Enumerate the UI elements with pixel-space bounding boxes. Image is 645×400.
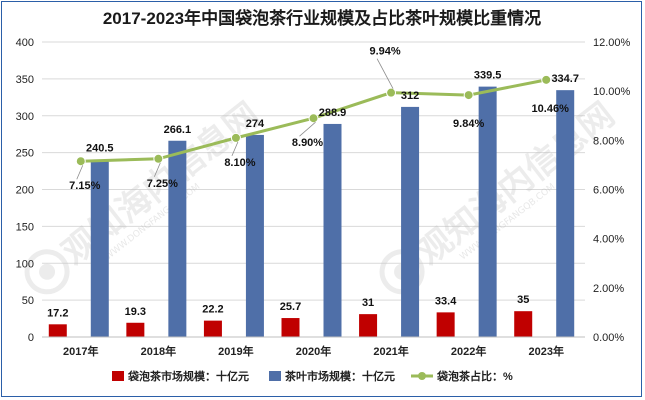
bar-teabag (359, 314, 378, 337)
legend-swatch-marker (418, 372, 426, 380)
y-left-tick-label: 200 (16, 185, 34, 197)
axes: 0 50 100 150 200 250 300 350 400 0.00% 2.00% 4.00% 6… (16, 37, 631, 358)
bar-value-label: 274 (246, 118, 265, 130)
bar-tea (90, 159, 109, 337)
y-right-tick-label: 4.00% (593, 234, 624, 246)
label-leader-line (231, 141, 239, 157)
y-right-tick-label: 8.00% (593, 135, 624, 147)
line-value-label: 7.25% (147, 178, 178, 190)
y-left-tick-label: 250 (16, 148, 34, 160)
label-leader-line (376, 58, 394, 89)
watermark-text: 观知海内信息网 (410, 95, 622, 273)
bar-tea (245, 134, 264, 337)
x-tick-label: 2023年 (528, 344, 563, 358)
bar-value-label: 31 (362, 297, 374, 309)
y-right-tick-label: 10.00% (593, 86, 631, 98)
line-point (153, 153, 164, 164)
bar-value-label: 25.7 (280, 301, 301, 313)
bar-value-label: 288.9 (319, 107, 347, 119)
y-left-tick-label: 300 (16, 111, 34, 123)
line-value-label: 7.15% (69, 180, 100, 192)
label-leader-line (299, 121, 316, 137)
y-left-tick-label: 150 (16, 221, 34, 233)
x-tick-label: 2017年 (63, 344, 98, 358)
x-tick-label: 2022年 (451, 344, 486, 358)
y-right-tick-label: 2.00% (593, 283, 624, 295)
line-point (541, 74, 552, 85)
y-left-tick-label: 400 (16, 37, 34, 49)
x-tick-label: 2021年 (373, 344, 408, 358)
bar-value-label: 22.2 (202, 304, 223, 316)
data-labels: 17.2 240.5 19.3 266.1 22.2 274 25.7 288.9 31 312 3… (47, 46, 579, 320)
label-leader-line (153, 162, 161, 177)
legend: 袋泡茶市场规模：十亿元 茶叶市场规模：十亿元 袋泡茶占比：% (112, 369, 513, 383)
legend-label: 茶叶市场规模：十亿元 (284, 369, 395, 383)
line-series (75, 74, 552, 167)
bar-value-label: 266.1 (164, 124, 192, 136)
legend-swatch (269, 371, 281, 381)
line-value-label: 9.84% (453, 118, 484, 130)
line-point (463, 90, 474, 101)
bar-teabag (436, 312, 455, 337)
y-right-tick-label: 6.00% (593, 185, 624, 197)
line-point (308, 113, 319, 124)
y-left-tick-label: 50 (22, 295, 34, 307)
bar-value-label: 35 (517, 294, 529, 306)
bar-tea (478, 86, 497, 338)
bar-teabag (48, 324, 67, 337)
bar-value-label: 334.7 (551, 73, 579, 85)
bar-value-label: 312 (401, 90, 419, 102)
y-right-tick-label: 0.00% (593, 332, 624, 344)
bar-tea (556, 90, 575, 337)
bar-teabag (281, 318, 300, 337)
watermark-logo-icon (24, 249, 70, 295)
bar-tea (168, 140, 187, 337)
line-value-label: 8.90% (292, 137, 323, 149)
line-value-label: 9.94% (369, 46, 400, 58)
x-tick-label: 2020年 (296, 344, 331, 358)
x-tick-label: 2019年 (218, 344, 253, 358)
watermark-logo-dot-icon (39, 263, 56, 280)
x-tick-label: 2018年 (141, 344, 176, 358)
bar-value-label: 17.2 (47, 307, 68, 319)
bar-value-label: 33.4 (435, 295, 457, 307)
bar-tea (323, 123, 342, 337)
line-value-label: 10.46% (532, 103, 570, 115)
line-point (230, 132, 241, 143)
bar-teabag (126, 322, 145, 337)
line-point (75, 156, 86, 167)
bar-tea (401, 106, 420, 338)
bar-value-label: 339.5 (474, 70, 502, 82)
bar-value-label: 240.5 (86, 143, 114, 155)
y-left-tick-label: 100 (16, 258, 34, 270)
legend-label: 袋泡茶占比：% (436, 369, 513, 383)
line-point (386, 87, 397, 98)
y-left-tick-label: 350 (16, 74, 34, 86)
bar-teabag (203, 320, 222, 337)
label-leader-line (76, 165, 84, 180)
y-left-tick-label: 0 (28, 332, 34, 344)
chart-title: 2017-2023年中国袋泡茶行业规模及占比茶叶规模比重情况 (103, 8, 541, 28)
y-right-tick-label: 12.00% (593, 37, 631, 49)
line-value-label: 8.10% (224, 157, 255, 169)
legend-swatch (112, 371, 124, 381)
legend-label: 袋泡茶市场规模：十亿元 (127, 369, 249, 383)
bars (48, 86, 575, 338)
bar-teabag (514, 311, 533, 337)
bar-value-label: 19.3 (125, 306, 146, 318)
gridlines (42, 41, 585, 338)
